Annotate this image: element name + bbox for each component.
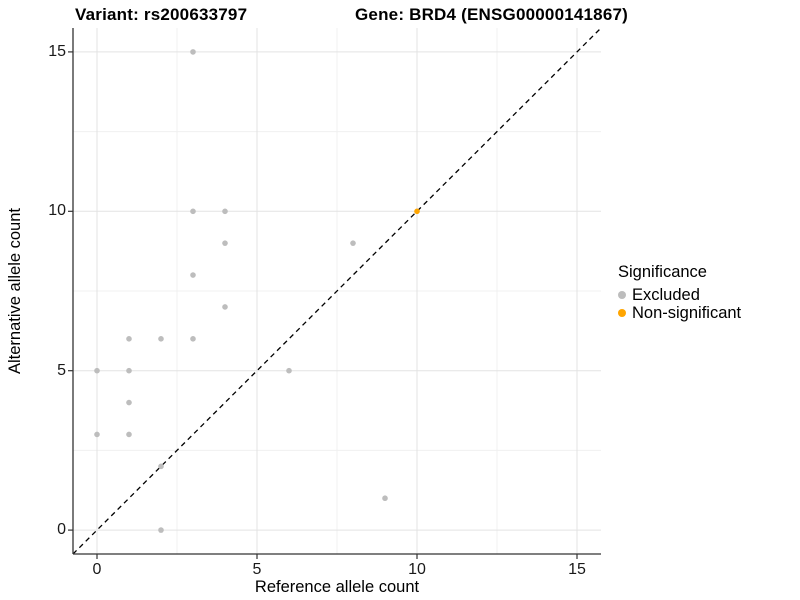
y-tick-label: 15 — [48, 42, 66, 60]
data-point-excluded — [190, 272, 196, 278]
x-tick-label: 5 — [252, 561, 262, 578]
data-point-excluded — [190, 208, 196, 215]
legend-item-non-significant: Non-significant — [618, 304, 741, 322]
legend: Significance Excluded Non-significant — [618, 263, 741, 322]
y-tick-label: 10 — [48, 202, 66, 220]
data-point-excluded — [126, 431, 132, 438]
legend-item-non-significant-label: Non-significant — [632, 303, 742, 322]
data-point-excluded — [94, 367, 100, 374]
excluded-point-icon — [618, 291, 626, 299]
data-point-excluded — [382, 495, 388, 502]
data-point-excluded — [222, 240, 228, 246]
data-point-excluded — [94, 431, 100, 438]
legend-item-excluded: Excluded — [618, 286, 741, 304]
y-axis-title: Alternative allele count — [6, 208, 24, 375]
identity-reference-line — [72, 27, 602, 555]
x-tick-label: 15 — [568, 561, 586, 578]
legend-item-excluded-label: Excluded — [632, 285, 700, 304]
data-point-excluded — [158, 527, 164, 533]
data-point-excluded — [126, 399, 132, 406]
x-axis-title: Reference allele count — [254, 578, 420, 596]
data-point-excluded — [190, 49, 196, 55]
data-point-excluded — [222, 304, 228, 310]
data-point-excluded — [286, 367, 292, 374]
variant-title: Variant: rs200633797 — [75, 5, 248, 24]
gene-title: Gene: BRD4 (ENSG00000141867) — [355, 5, 629, 24]
y-tick-label: 0 — [57, 521, 66, 539]
x-tick-label: 0 — [92, 561, 102, 578]
non-significant-point-icon — [618, 309, 626, 317]
data-point-excluded — [126, 336, 132, 342]
data-point-excluded — [222, 208, 228, 215]
data-point-excluded — [190, 336, 196, 342]
y-tick-label: 5 — [57, 361, 66, 379]
legend-title: Significance — [618, 263, 707, 281]
data-point-excluded — [126, 367, 132, 374]
data-point-excluded — [158, 336, 164, 342]
x-tick-label: 10 — [408, 561, 426, 578]
data-point-excluded — [350, 240, 356, 246]
data-point-excluded — [158, 463, 164, 470]
data-point-non-significant — [414, 208, 420, 215]
